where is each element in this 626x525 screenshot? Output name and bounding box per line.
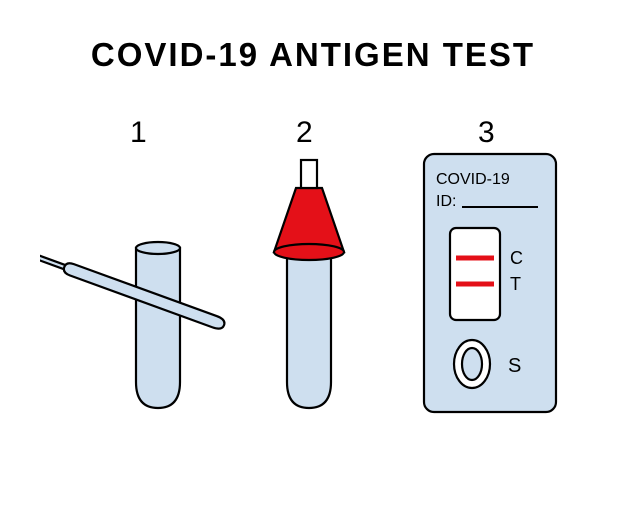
tube-icon: [136, 242, 180, 408]
cap-icon: [274, 160, 344, 260]
result-window: [450, 228, 500, 320]
step-2-tube-cap: [244, 140, 374, 430]
step-3-cassette: COVID-19 ID: C T S: [410, 140, 570, 430]
page-title: COVID-19 ANTIGEN TEST: [0, 36, 626, 74]
cassette-icon: COVID-19 ID: C T S: [424, 154, 556, 412]
cassette-top-label: COVID-19: [436, 171, 510, 188]
c-marker: C: [510, 248, 523, 268]
tube-icon: [287, 250, 331, 408]
t-marker: T: [510, 274, 521, 294]
swab-icon: [40, 221, 226, 331]
s-marker: S: [508, 355, 521, 377]
cassette-id-label: ID:: [436, 193, 456, 210]
step-1-swab-tube: [40, 140, 230, 430]
sample-well-inner: [462, 348, 482, 380]
